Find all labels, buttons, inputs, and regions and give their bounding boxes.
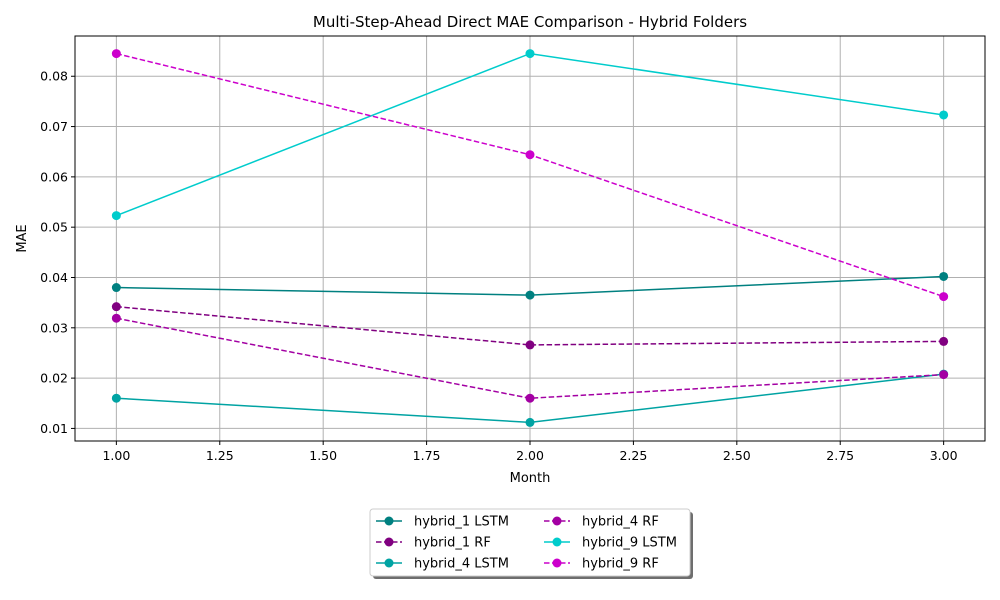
series-5 — [111, 49, 949, 302]
data-point — [111, 49, 121, 59]
ticks: 1.00 1.25 1.50 1.75 2.00 2.25 2.50 2.75 3.00 0.01… — [40, 69, 957, 463]
data-point — [939, 110, 949, 120]
data-point — [111, 302, 121, 312]
x-tick-label: 2.25 — [619, 448, 647, 463]
legend-swatch-marker — [384, 516, 394, 526]
legend-label: hybrid_1 RF — [414, 536, 491, 551]
x-tick-label: 2.75 — [826, 448, 854, 463]
y-tick-label: 0.08 — [40, 69, 68, 84]
y-tick-label: 0.01 — [40, 421, 68, 436]
legend-box — [369, 508, 691, 577]
legend-label: hybrid_9 LSTM — [582, 536, 677, 551]
legend-swatch-marker — [552, 516, 562, 526]
legend-label: hybrid_9 RF — [582, 557, 659, 572]
y-tick-label: 0.02 — [40, 371, 68, 386]
data-point — [939, 370, 949, 380]
data-point — [525, 340, 535, 350]
y-axis-label: MAE — [15, 224, 30, 252]
series-line — [116, 305, 944, 346]
legend-label: hybrid_4 RF — [582, 515, 659, 530]
data-point — [525, 150, 535, 160]
legend-item: hybrid_4 LSTM — [376, 557, 509, 572]
legend-label: hybrid_4 LSTM — [414, 557, 509, 572]
y-tick-label: 0.05 — [40, 220, 68, 235]
data-point — [939, 292, 949, 302]
x-tick-label: 1.00 — [102, 448, 130, 463]
x-axis-label: Month — [510, 471, 551, 486]
legend-items: hybrid_1 LSTM hybrid_1 RF hybrid_4 LSTM hyb… — [376, 515, 677, 572]
data-point — [939, 336, 949, 346]
legend-label: hybrid_1 LSTM — [414, 515, 509, 530]
legend-item: hybrid_1 RF — [376, 536, 491, 551]
legend-item: hybrid_9 LSTM — [544, 536, 677, 551]
chart-title: Multi-Step-Ahead Direct MAE Comparison -… — [313, 13, 747, 31]
x-tick-label: 1.25 — [206, 448, 234, 463]
series-1 — [111, 302, 949, 350]
data-point — [525, 49, 535, 59]
series-3 — [111, 313, 949, 403]
x-tick-label: 1.50 — [309, 448, 337, 463]
data-point — [111, 393, 121, 403]
legend-swatch-marker — [384, 537, 394, 547]
data-point — [111, 283, 121, 293]
legend-swatch-marker — [552, 558, 562, 568]
data-point — [111, 313, 121, 323]
x-tick-label: 2.50 — [723, 448, 751, 463]
x-tick-label: 3.00 — [930, 448, 958, 463]
data-point — [525, 417, 535, 427]
x-tick-label: 1.75 — [413, 448, 441, 463]
legend-item: hybrid_4 RF — [544, 515, 659, 530]
series-4 — [111, 49, 949, 221]
series-layer — [111, 49, 949, 427]
data-point — [525, 393, 535, 403]
x-tick-label: 2.00 — [516, 448, 544, 463]
legend-item: hybrid_9 RF — [544, 557, 659, 572]
y-tick-label: 0.03 — [40, 320, 68, 335]
legend: hybrid_1 LSTM hybrid_1 RF hybrid_4 LSTM hyb… — [369, 508, 693, 579]
legend-swatch-marker — [552, 537, 562, 547]
data-point — [939, 271, 949, 281]
y-tick-label: 0.04 — [40, 270, 68, 285]
series-0 — [111, 271, 949, 300]
data-point — [525, 290, 535, 300]
data-point — [111, 211, 121, 221]
grid — [75, 36, 985, 441]
y-tick-label: 0.06 — [40, 169, 68, 184]
legend-swatch-marker — [384, 558, 394, 568]
legend-item: hybrid_1 LSTM — [376, 515, 509, 530]
y-tick-label: 0.07 — [40, 119, 68, 134]
